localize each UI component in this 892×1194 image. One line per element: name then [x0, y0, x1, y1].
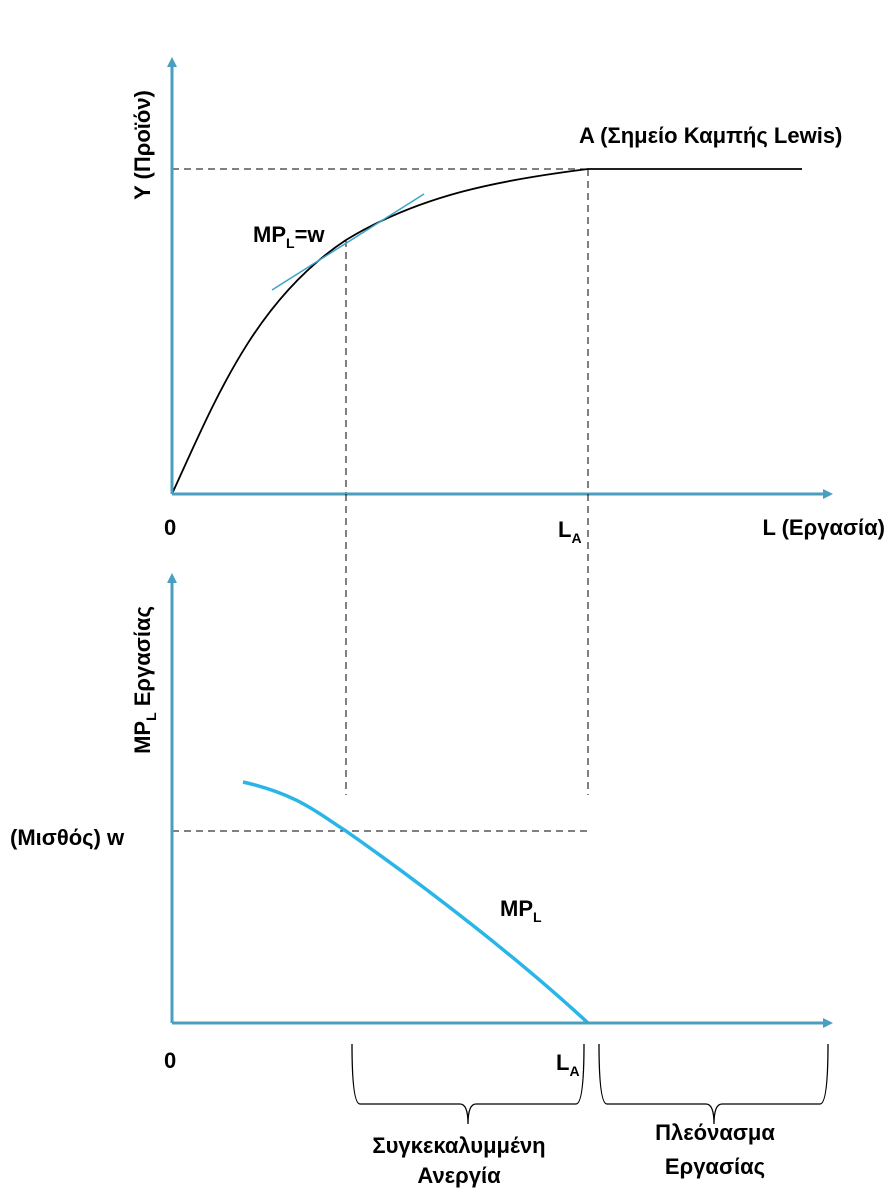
- bottom-panel: MPL Εργασίας (Μισθός) w MPL 0 LA Συγκεκα…: [10, 494, 833, 1188]
- top-la-label: LA: [558, 517, 582, 546]
- top-la-label-sub: A: [571, 530, 581, 546]
- bottom-y-axis-label: MPL Εργασίας: [130, 606, 159, 754]
- wage-label: (Μισθός) w: [10, 825, 125, 850]
- disguised-unemployment-label-line2: Ανεργία: [417, 1163, 501, 1188]
- point-a-label: A (Σημείο Καμπής Lewis): [579, 123, 842, 148]
- bottom-origin-label: 0: [164, 1048, 176, 1073]
- mpl-curve-label-main: MP: [500, 896, 533, 921]
- bottom-y-axis-label-sub: L: [143, 712, 159, 721]
- top-x-axis-label: L (Εργασία): [762, 515, 885, 540]
- top-y-axis-label: Y (Προϊόν): [130, 90, 155, 200]
- surplus-labour-label-line1: Πλεόνασμα: [655, 1120, 775, 1145]
- top-panel: Y (Προϊόν) A (Σημείο Καμπής Lewis) MPL=w…: [130, 57, 885, 546]
- top-origin-label: 0: [164, 515, 176, 540]
- mpl-curve-label: MPL: [500, 896, 542, 925]
- tangent-label-main: MP: [253, 222, 286, 247]
- tangent-label-rest: =w: [295, 222, 326, 247]
- bottom-la-label: LA: [556, 1050, 580, 1079]
- surplus-labour-brace: [598, 1043, 829, 1125]
- mpl-curve-label-sub: L: [533, 909, 542, 925]
- bottom-y-axis-label-main: MP: [130, 721, 155, 754]
- tangent-label: MPL=w: [253, 222, 325, 251]
- mpl-curve: [242, 780, 590, 1025]
- disguised-unemployment-brace: [351, 1043, 585, 1125]
- disguised-unemployment-label-line1: Συγκεκαλυμμένη: [372, 1133, 545, 1158]
- top-la-label-main: L: [558, 517, 571, 542]
- bottom-la-label-sub: A: [569, 1063, 579, 1079]
- bottom-y-axis-label-rest: Εργασίας: [130, 606, 155, 712]
- tangent-line: [271, 193, 425, 291]
- bottom-la-label-main: L: [556, 1050, 569, 1075]
- tangent-label-sub: L: [286, 235, 295, 251]
- production-function-curve: [171, 168, 802, 495]
- surplus-labour-label-line2: Εργασίας: [665, 1154, 765, 1179]
